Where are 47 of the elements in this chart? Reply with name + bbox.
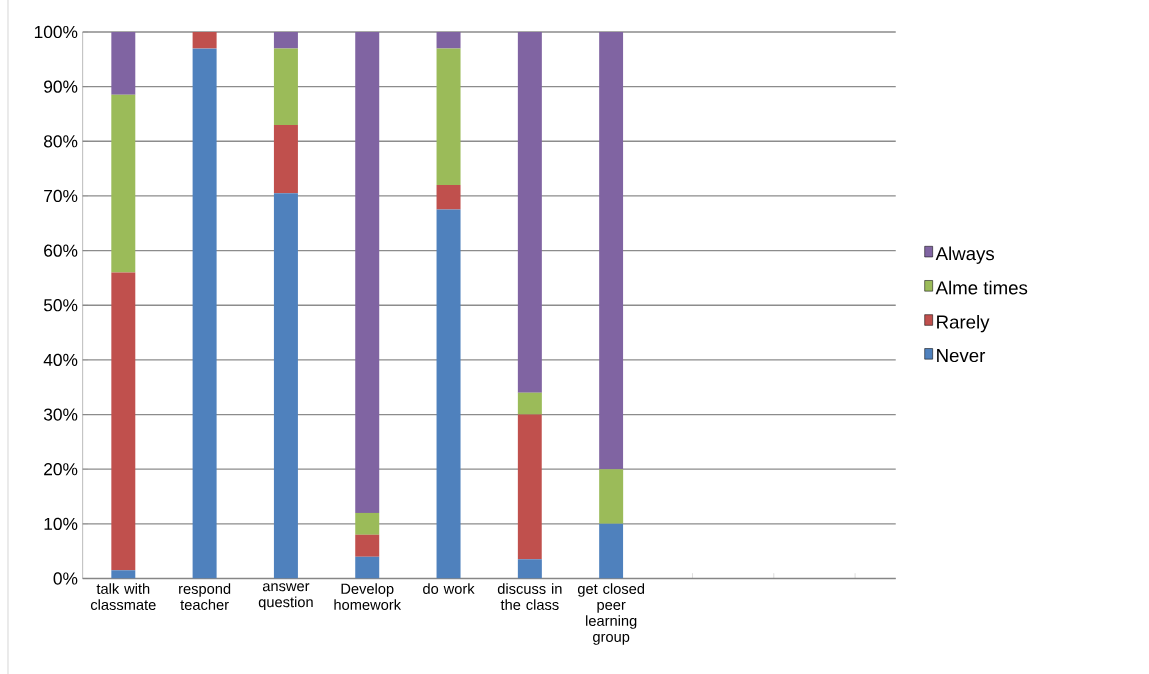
bar — [599, 468, 624, 524]
bar — [192, 31, 217, 49]
y-tick-label: 90% — [44, 80, 78, 93]
bar — [517, 559, 542, 579]
x-tick-label: talk with classmate — [90, 582, 156, 610]
y-tick-label: 30% — [43, 408, 78, 421]
y-tick-label: 70% — [44, 189, 78, 202]
bar — [517, 31, 542, 393]
legend-label: Never — [937, 348, 986, 362]
bar — [111, 94, 136, 273]
x-tick-label: respond teacher — [179, 582, 231, 610]
x-tick-label: get closed peer learning group — [577, 582, 645, 645]
legend-label: Rarely — [937, 314, 990, 333]
y-tick-label: 80% — [44, 134, 78, 148]
bar — [436, 184, 461, 210]
bar — [355, 31, 380, 513]
y-tick-label: 60% — [44, 244, 78, 257]
x-tick-label: do work — [423, 582, 475, 594]
x-tick-label: answer question — [258, 582, 313, 610]
y-tick-label: 20% — [44, 462, 78, 476]
bar — [273, 124, 298, 193]
bar — [111, 31, 136, 95]
bar — [436, 48, 461, 185]
bar — [273, 48, 298, 125]
legend-label: Always — [935, 246, 995, 264]
x-tick-label: discuss in the class — [497, 582, 562, 610]
bar — [436, 31, 461, 49]
bar — [599, 523, 624, 579]
y-tick-label: 50% — [43, 298, 78, 312]
y-tick-label: 10% — [44, 517, 78, 530]
bar — [273, 31, 298, 49]
legend-label: Alme times — [935, 280, 1028, 295]
y-tick-label: 40% — [43, 353, 78, 366]
bar — [436, 209, 461, 579]
bar — [273, 192, 298, 579]
bar — [355, 556, 380, 579]
y-tick-label: 0% — [53, 572, 78, 585]
bar — [111, 570, 136, 579]
bar — [517, 414, 542, 560]
bar — [599, 31, 624, 469]
bar — [111, 272, 136, 571]
bar — [355, 534, 380, 557]
bar — [192, 48, 217, 579]
x-tick-label: Develop homework — [334, 582, 402, 610]
y-tick-label: 100% — [34, 25, 78, 38]
bar — [355, 512, 380, 535]
bar — [517, 392, 542, 415]
